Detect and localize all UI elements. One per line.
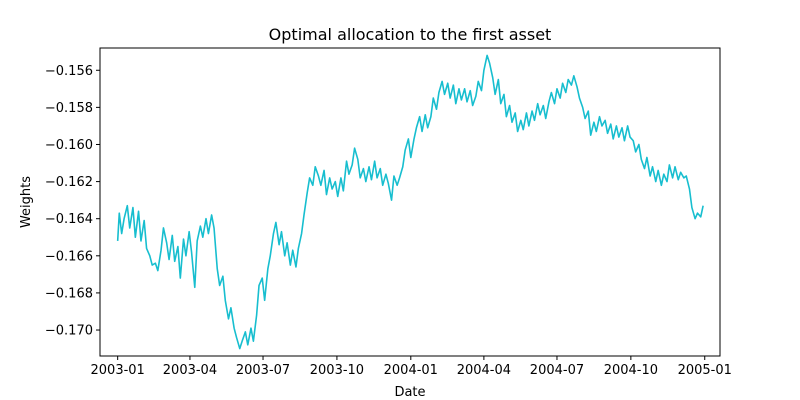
y-tick-label: −0.160 — [45, 138, 93, 153]
chart-title: Optimal allocation to the first asset — [269, 25, 552, 44]
y-axis-ticks: −0.156 −0.158 −0.160 −0.162 −0.164 −0.166 −0.1… — [45, 64, 100, 339]
x-tick-label: 2004-01 — [384, 363, 438, 378]
x-tick-label: 2003-04 — [163, 363, 217, 378]
x-axis-ticks: 2003-01 2003-04 2003-07 2003-10 2004-01 2004-… — [91, 356, 732, 378]
y-axis-label: Weights — [19, 176, 34, 228]
series-line-group — [116, 54, 704, 350]
y-tick-label: −0.166 — [45, 249, 93, 264]
x-axis-label: Date — [394, 385, 425, 400]
x-tick-label: 2003-07 — [236, 363, 290, 378]
y-tick-label: −0.164 — [45, 212, 93, 227]
x-tick-label: 2003-01 — [91, 363, 145, 378]
y-tick-label: −0.170 — [45, 324, 93, 339]
x-tick-label: 2004-04 — [457, 363, 511, 378]
y-tick-label: −0.162 — [45, 175, 93, 190]
y-tick-label: −0.168 — [45, 286, 93, 301]
y-tick-label: −0.158 — [45, 101, 93, 116]
x-tick-label: 2004-10 — [604, 363, 658, 378]
x-tick-label: 2005-01 — [678, 363, 732, 378]
x-tick-label: 2003-10 — [310, 363, 364, 378]
axes-frame — [99, 47, 721, 357]
y-tick-label: −0.156 — [45, 64, 93, 79]
series-line-0 — [116, 54, 704, 350]
x-tick-label: 2004-07 — [530, 363, 584, 378]
